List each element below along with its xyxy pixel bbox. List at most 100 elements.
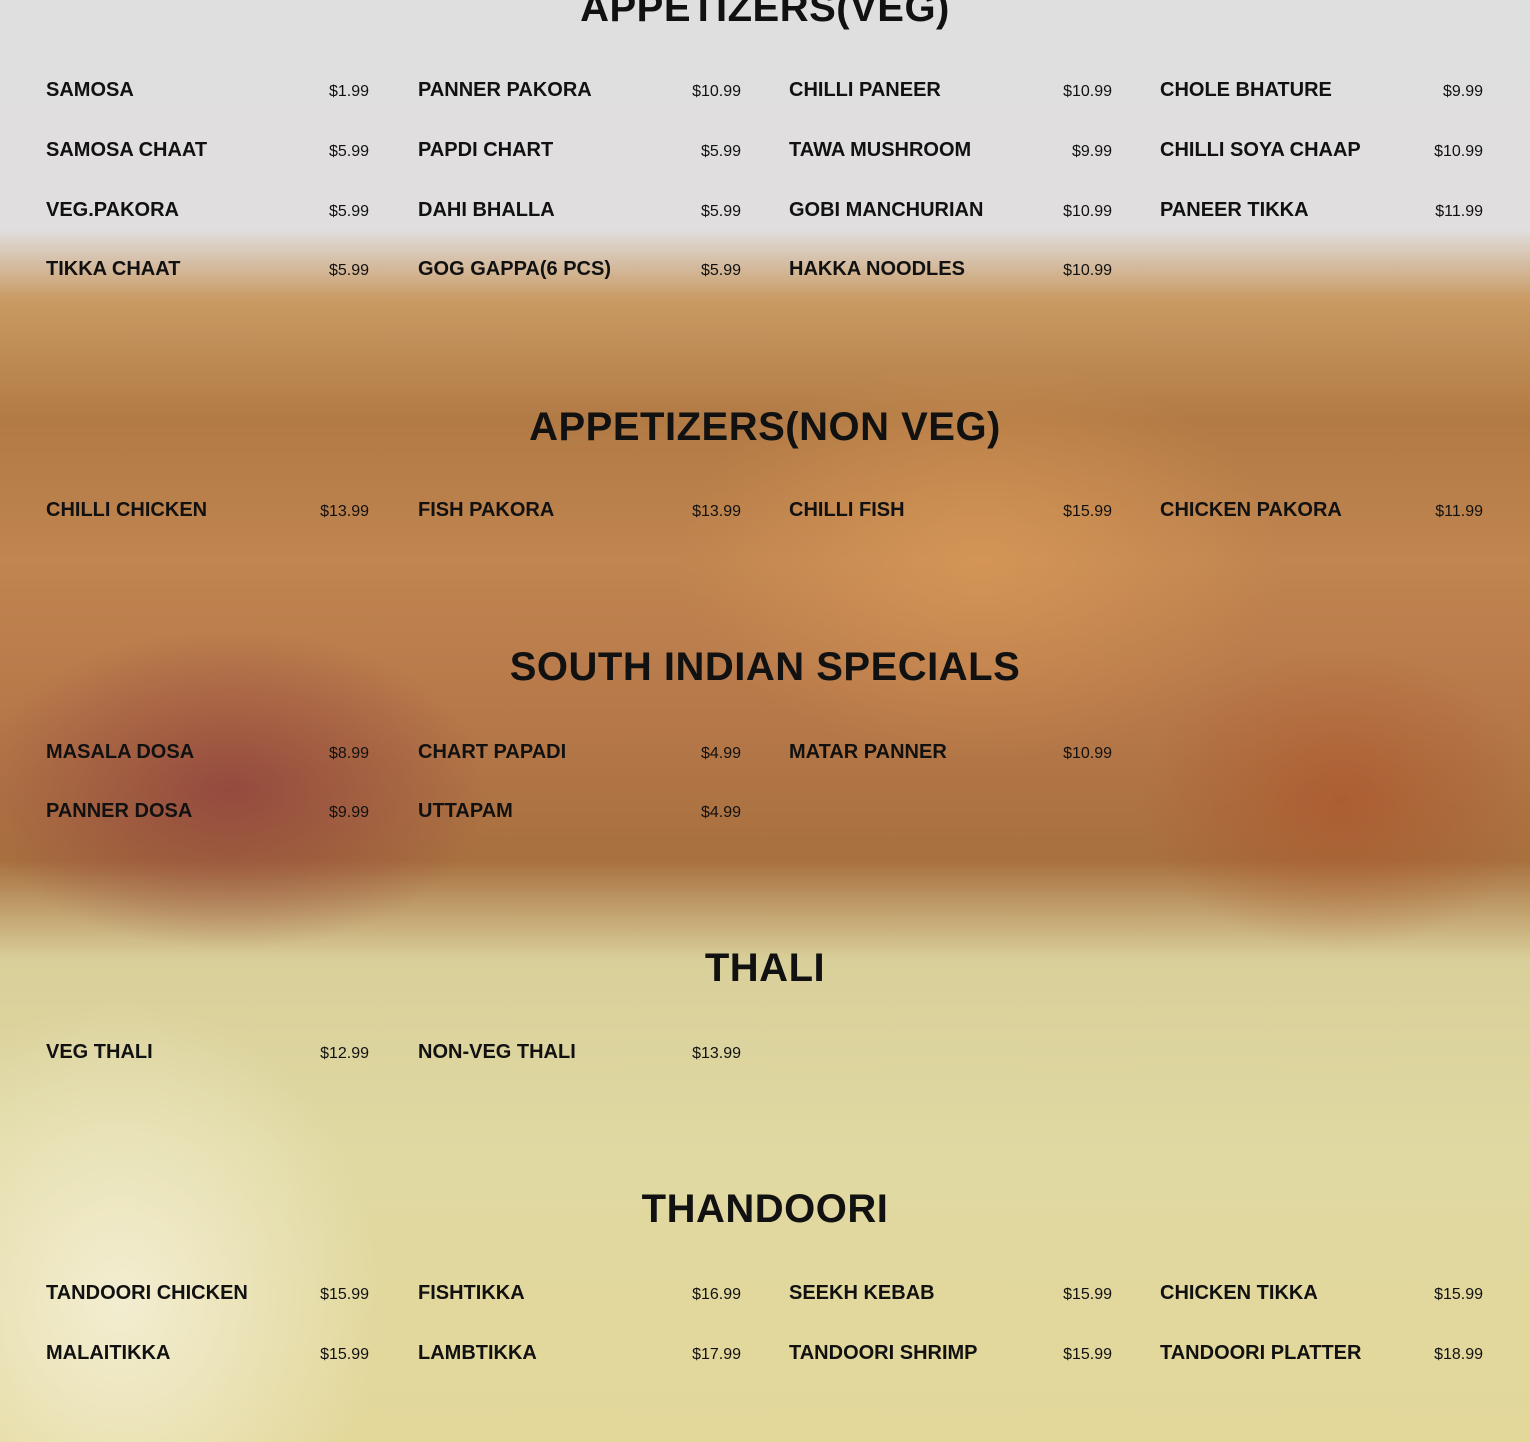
item-price: $5.99 xyxy=(328,143,369,160)
menu-item: VEG.PAKORA $5.99 xyxy=(46,199,369,225)
item-name: PAPDI CHART xyxy=(418,139,554,161)
item-price: $10.99 xyxy=(1063,203,1112,220)
item-price: $5.99 xyxy=(328,262,369,279)
menu-item: CHOLE BHATURE $9.99 xyxy=(1160,79,1483,105)
section-title: APPETIZERS(NON VEG) xyxy=(529,405,1001,449)
item-name: TAWA MUSHROOM xyxy=(789,139,972,161)
item-price: $13.99 xyxy=(692,503,741,520)
item-price: $15.99 xyxy=(320,1346,369,1363)
section-title: APPETIZERS(VEG) xyxy=(580,0,950,30)
menu-item: SAMOSA $1.99 xyxy=(46,79,369,105)
menu-item: TAWA MUSHROOM $9.99 xyxy=(789,139,1112,165)
item-price: $10.99 xyxy=(692,83,741,100)
menu-item: CHILLI CHICKEN $13.99 xyxy=(46,499,369,525)
item-name: GOG GAPPA(6 PCS) xyxy=(418,258,611,280)
item-name: UTTAPAM xyxy=(418,800,513,822)
item-name: SEEKH KEBAB xyxy=(789,1282,935,1304)
section-title: THANDOORI xyxy=(641,1187,889,1231)
item-price: $15.99 xyxy=(1063,1346,1112,1363)
item-price: $15.99 xyxy=(1434,1286,1483,1303)
menu-item: PAPDI CHART $5.99 xyxy=(418,139,741,165)
item-price: $10.99 xyxy=(1063,262,1112,279)
item-name: PANNER DOSA xyxy=(46,800,193,822)
item-name: TANDOORI CHICKEN xyxy=(46,1282,248,1304)
item-name: MALAITIKKA xyxy=(46,1342,171,1364)
menu-item: MATAR PANNER $10.99 xyxy=(789,741,1112,767)
item-name: FISH PAKORA xyxy=(418,499,555,521)
menu-item: SEEKH KEBAB $15.99 xyxy=(789,1282,1112,1308)
item-price: $5.99 xyxy=(700,203,741,220)
item-name: CHILLI FISH xyxy=(789,499,905,521)
item-price: $10.99 xyxy=(1434,143,1483,160)
item-name: VEG THALI xyxy=(46,1041,153,1063)
menu-item: GOG GAPPA(6 PCS) $5.99 xyxy=(418,258,741,284)
menu-item: HAKKA NOODLES $10.99 xyxy=(789,258,1112,284)
item-price: $4.99 xyxy=(700,804,741,821)
menu-item: LAMBTIKKA $17.99 xyxy=(418,1342,741,1368)
item-price: $17.99 xyxy=(692,1346,741,1363)
item-name: GOBI MANCHURIAN xyxy=(789,199,984,221)
menu-item: PANNER PAKORA $10.99 xyxy=(418,79,741,105)
item-price: $11.99 xyxy=(1435,203,1483,220)
item-name: HAKKA NOODLES xyxy=(789,258,965,280)
section-title: SOUTH INDIAN SPECIALS xyxy=(509,645,1021,689)
item-name: CHART PAPADI xyxy=(418,741,567,763)
item-price: $18.99 xyxy=(1434,1346,1483,1363)
item-name: CHICKEN PAKORA xyxy=(1160,499,1342,521)
item-name: VEG.PAKORA xyxy=(46,199,179,221)
menu-item: VEG THALI $12.99 xyxy=(46,1041,369,1067)
menu-item: FISHTIKKA $16.99 xyxy=(418,1282,741,1308)
item-name: CHILLI SOYA CHAAP xyxy=(1160,139,1361,161)
item-name: CHILLI CHICKEN xyxy=(46,499,208,521)
item-price: $9.99 xyxy=(1071,143,1112,160)
item-name: MASALA DOSA xyxy=(46,741,195,763)
item-price: $1.99 xyxy=(328,83,369,100)
item-price: $16.99 xyxy=(692,1286,741,1303)
menu-item: MALAITIKKA $15.99 xyxy=(46,1342,369,1368)
menu-item: CHILLI SOYA CHAAP $10.99 xyxy=(1160,139,1483,165)
item-name: CHILLI PANEER xyxy=(789,79,941,101)
menu-item: TANDOORI PLATTER $18.99 xyxy=(1160,1342,1483,1368)
item-name: SAMOSA xyxy=(46,79,134,101)
menu-item: FISH PAKORA $13.99 xyxy=(418,499,741,525)
menu-item: PANEER TIKKA $11.99 xyxy=(1160,199,1483,225)
item-name: TIKKA CHAAT xyxy=(46,258,181,280)
item-price: $13.99 xyxy=(692,1045,741,1062)
item-name: NON-VEG THALI xyxy=(418,1041,576,1063)
item-name: FISHTIKKA xyxy=(418,1282,525,1304)
item-price: $5.99 xyxy=(700,143,741,160)
menu-item: TANDOORI SHRIMP $15.99 xyxy=(789,1342,1112,1368)
menu-item: UTTAPAM $4.99 xyxy=(418,800,741,826)
menu-item: DAHI BHALLA $5.99 xyxy=(418,199,741,225)
item-price: $11.99 xyxy=(1435,503,1483,520)
section-title: THALI xyxy=(704,946,826,990)
item-price: $10.99 xyxy=(1063,745,1112,762)
item-name: PANEER TIKKA xyxy=(1160,199,1309,221)
item-price: $12.99 xyxy=(320,1045,369,1062)
menu-item: CHICKEN TIKKA $15.99 xyxy=(1160,1282,1483,1308)
item-price: $13.99 xyxy=(320,503,369,520)
menu-item: TIKKA CHAAT $5.99 xyxy=(46,258,369,284)
item-price: $15.99 xyxy=(1063,503,1112,520)
item-price: $4.99 xyxy=(700,745,741,762)
item-price: $9.99 xyxy=(328,804,369,821)
item-name: MATAR PANNER xyxy=(789,741,947,763)
item-price: $5.99 xyxy=(700,262,741,279)
menu-item: SAMOSA CHAAT $5.99 xyxy=(46,139,369,165)
menu-item: TANDOORI CHICKEN $15.99 xyxy=(46,1282,369,1308)
item-name: CHICKEN TIKKA xyxy=(1160,1282,1318,1304)
menu-item: CHART PAPADI $4.99 xyxy=(418,741,741,767)
item-price: $5.99 xyxy=(328,203,369,220)
item-name: TANDOORI PLATTER xyxy=(1160,1342,1362,1364)
menu-item: CHILLI PANEER $10.99 xyxy=(789,79,1112,105)
item-name: SAMOSA CHAAT xyxy=(46,139,208,161)
menu-item: GOBI MANCHURIAN $10.99 xyxy=(789,199,1112,225)
item-price: $8.99 xyxy=(328,745,369,762)
menu-item: NON-VEG THALI $13.99 xyxy=(418,1041,741,1067)
item-price: $10.99 xyxy=(1063,83,1112,100)
menu-item: CHILLI FISH $15.99 xyxy=(789,499,1112,525)
item-name: PANNER PAKORA xyxy=(418,79,592,101)
item-name: DAHI BHALLA xyxy=(418,199,555,221)
menu-item: MASALA DOSA $8.99 xyxy=(46,741,369,767)
menu-item: PANNER DOSA $9.99 xyxy=(46,800,369,826)
